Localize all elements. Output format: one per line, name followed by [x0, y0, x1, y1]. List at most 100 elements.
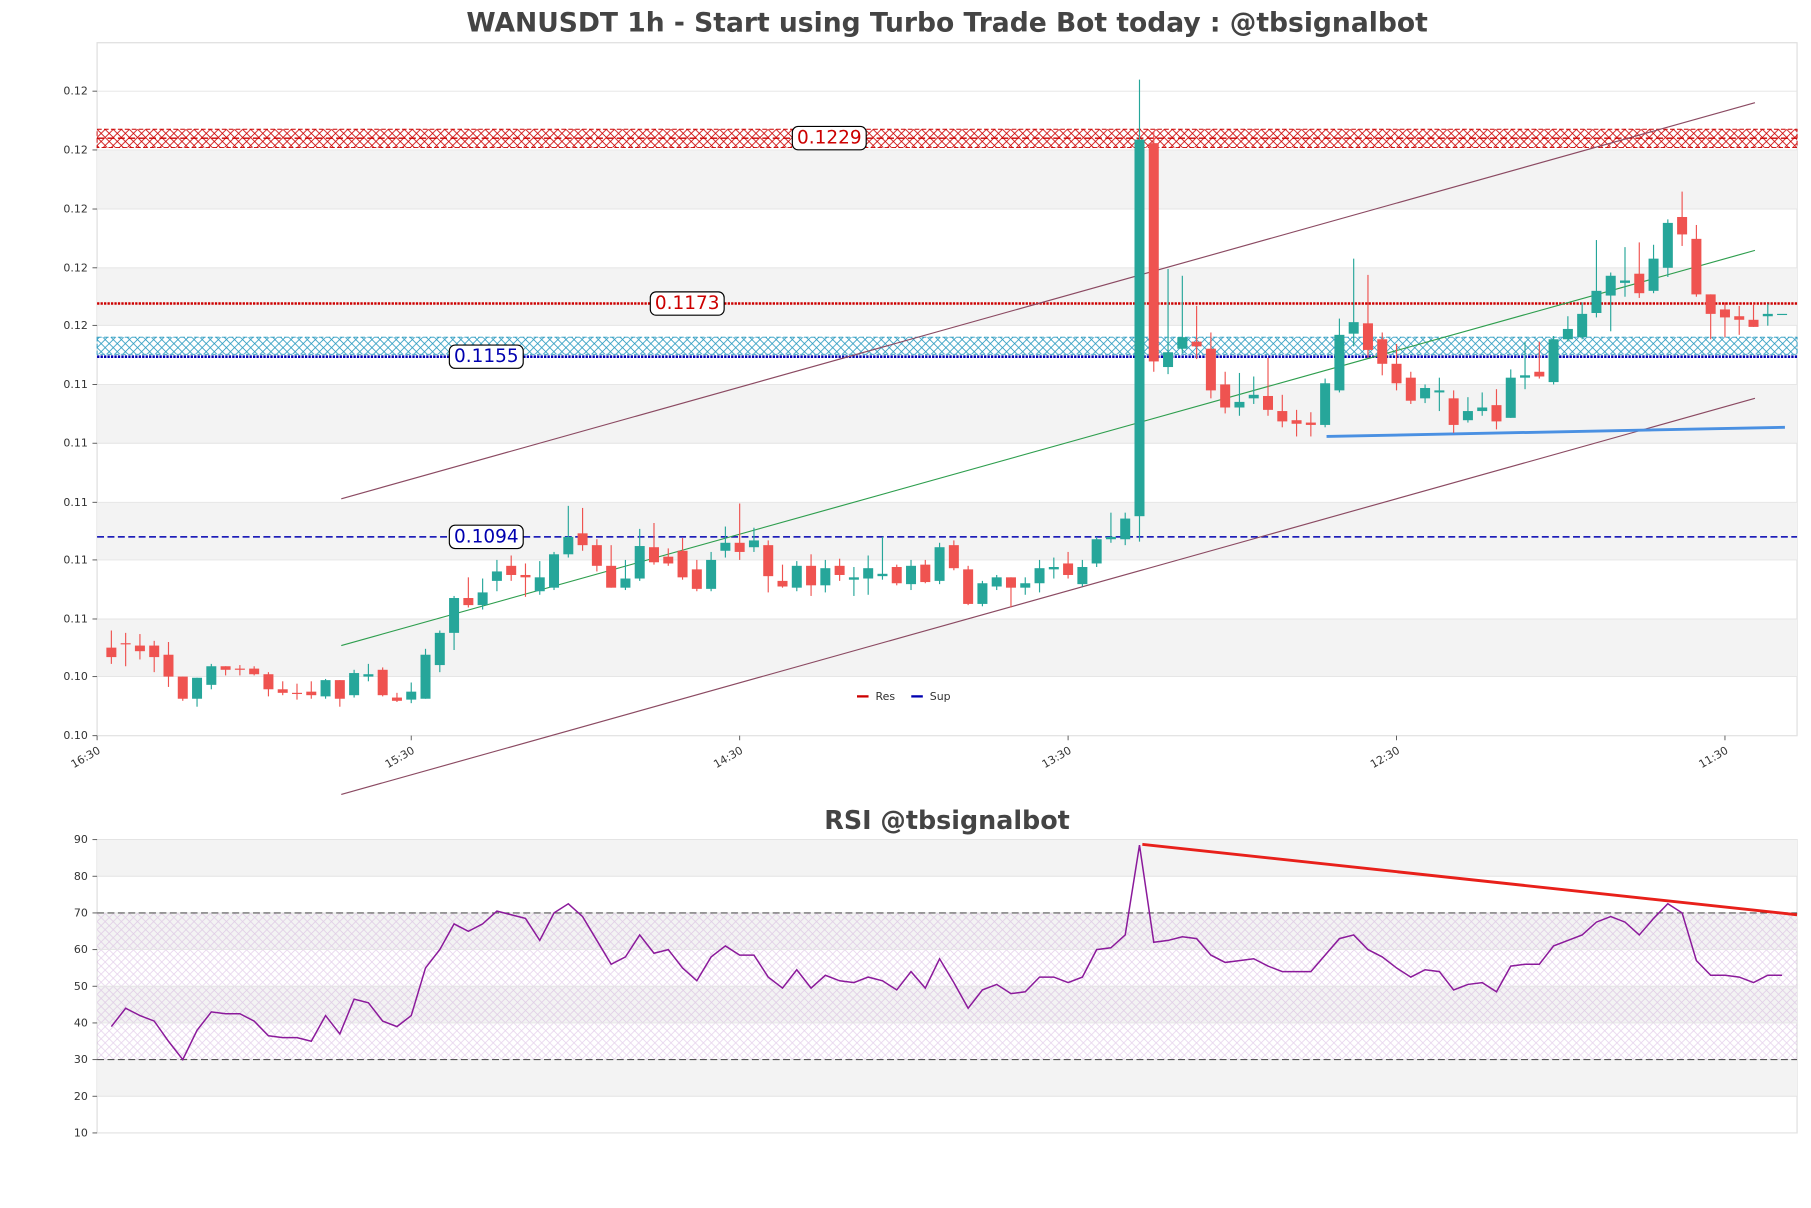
- candle-body: [991, 577, 1002, 587]
- level-label-box: [791, 125, 867, 151]
- candle-body: [134, 645, 145, 652]
- candle-body: [1163, 352, 1174, 368]
- level-label-box: [448, 524, 524, 550]
- candle-body: [1305, 422, 1316, 425]
- y-tick-label: 0.12: [63, 319, 87, 332]
- candle-body: [1091, 539, 1102, 564]
- rsi-line: [110, 844, 1783, 1062]
- candle-body: [106, 647, 117, 658]
- candle-body: [606, 565, 617, 588]
- level-label-box: [448, 344, 524, 369]
- y-tick-label: 0.12: [63, 143, 87, 156]
- y-tick-label: 10: [74, 1126, 88, 1139]
- candle-body: [777, 580, 788, 587]
- grid-band: [97, 839, 1798, 877]
- candle-body: [334, 680, 345, 699]
- candle-body: [534, 577, 545, 592]
- trend-line: [341, 249, 1756, 647]
- candle-body: [734, 542, 745, 552]
- candle-body: [977, 583, 988, 604]
- candle-body: [1263, 395, 1274, 410]
- x-tick-label: 12:30: [1368, 744, 1402, 771]
- chart-title: WANUSDT 1h - Start using Turbo Trade Bot…: [466, 8, 1428, 39]
- x-tick-label: 14:30: [711, 744, 745, 771]
- candle-body: [834, 565, 845, 575]
- candle-body: [463, 598, 474, 606]
- candle-body: [1077, 567, 1088, 585]
- level-zone: [96, 336, 1798, 355]
- y-tick-label: 0.10: [63, 670, 87, 683]
- candle-body: [1434, 390, 1445, 393]
- candle-body: [863, 568, 874, 579]
- candle-body: [1320, 383, 1331, 425]
- candle-body: [506, 565, 517, 575]
- grid-band: [97, 384, 1798, 444]
- y-tick-label: 80: [74, 870, 88, 883]
- grid-band: [97, 267, 1798, 326]
- candle-body: [206, 666, 217, 685]
- candle-body: [1577, 313, 1588, 338]
- y-tick-label: 0.11: [63, 496, 87, 509]
- candle-body: [1391, 363, 1402, 384]
- level-label: 0.1229: [797, 128, 862, 149]
- candle-body: [677, 550, 688, 578]
- candle-body: [306, 691, 317, 696]
- candle-body: [1591, 290, 1602, 313]
- candle-body: [763, 545, 774, 577]
- level-label: 0.1094: [454, 526, 519, 547]
- y-tick-label: 60: [74, 943, 88, 956]
- candle-body: [806, 565, 817, 586]
- candle-body: [220, 666, 231, 670]
- level-label: 0.1173: [655, 293, 720, 314]
- candle-body: [1748, 319, 1759, 327]
- candle-body: [1548, 339, 1559, 383]
- candle-body: [1020, 583, 1031, 588]
- candle-body: [577, 533, 588, 546]
- candle-body: [1034, 568, 1045, 584]
- candle-body: [1220, 384, 1231, 408]
- candle-body: [434, 632, 445, 666]
- candle-body: [1520, 375, 1531, 378]
- candle-body: [477, 592, 488, 606]
- candle-body: [791, 565, 802, 588]
- candle-body: [963, 569, 974, 604]
- candle-body: [1420, 388, 1431, 399]
- candle-body: [563, 536, 574, 555]
- candle-body: [1334, 334, 1345, 391]
- candle-body: [1362, 323, 1373, 350]
- y-tick-label: 0.12: [63, 203, 87, 216]
- trend-line: [1142, 842, 1798, 917]
- x-tick-label: 13:30: [1040, 744, 1074, 771]
- level-label-box: [649, 291, 725, 316]
- candle-body: [320, 680, 331, 697]
- candle-body: [591, 545, 602, 566]
- candle-body: [1734, 316, 1745, 320]
- candle-body: [292, 692, 302, 695]
- y-tick-label: 70: [74, 906, 88, 919]
- candle-body: [1662, 222, 1673, 268]
- candle-body: [491, 571, 502, 581]
- candle-body: [891, 567, 902, 584]
- candle-body: [349, 673, 360, 696]
- candle-body: [1248, 394, 1259, 399]
- candle-body: [620, 578, 631, 588]
- y-tick-label: 20: [74, 1090, 88, 1103]
- candle-body: [1691, 238, 1702, 295]
- x-tick-label: 16:30: [69, 744, 103, 771]
- candle-body: [1762, 313, 1773, 317]
- candle-body: [1777, 313, 1788, 316]
- candle-body: [1191, 341, 1202, 347]
- y-tick-label: 0.12: [63, 85, 87, 98]
- candle-body: [391, 697, 402, 701]
- candle-body: [663, 556, 674, 564]
- candle-body: [549, 554, 560, 588]
- candle-body: [1148, 143, 1159, 362]
- candle-body: [934, 547, 945, 581]
- candle-body: [1348, 322, 1359, 334]
- candle-body: [820, 568, 831, 586]
- candle-body: [1377, 339, 1388, 364]
- candle-body: [163, 654, 174, 677]
- candle-body: [1619, 280, 1630, 283]
